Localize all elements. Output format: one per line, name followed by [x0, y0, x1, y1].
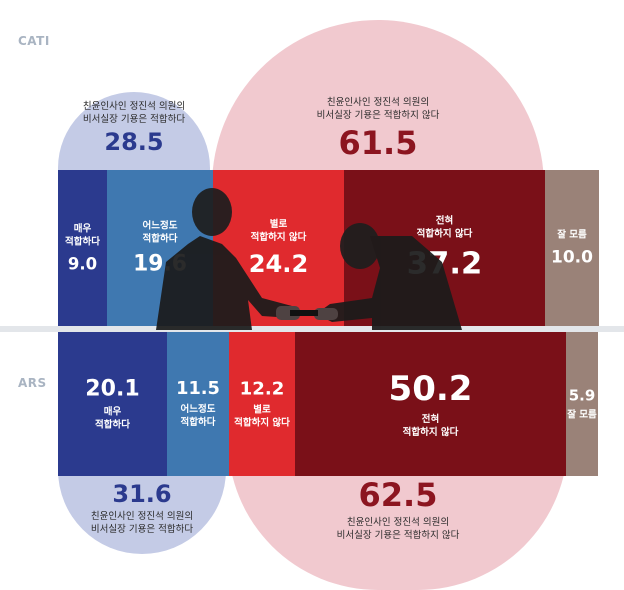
right-figure-silhouette — [314, 223, 462, 330]
ars-unsuitable-desc-l2: 비서실장 기용은 적합하지 않다 — [336, 530, 460, 541]
cati-label-somewhat-suitable: 어느정도 적합하다 — [142, 220, 178, 245]
ars-mode-label: ARS — [18, 376, 47, 390]
ars-suitable-desc-l2: 비서실장 기용은 적합하다 — [90, 524, 194, 535]
ars-unsuitable-desc-l1: 친윤인사인 정진석 의원의 — [346, 517, 450, 528]
ars-value-not-very-suitable: 12.2 — [239, 378, 285, 400]
mode-divider — [0, 326, 624, 332]
cati-suitable-desc-l2: 비서실장 기용은 적합하다 — [82, 114, 186, 125]
ars-unsuitable-total: 62.5 — [358, 476, 438, 514]
ars-label-not-very-suitable: 별로 적합하지 않다 — [234, 404, 290, 429]
cati-unsuitable-desc-l1: 친윤인사인 정진석 의원의 — [326, 97, 430, 108]
cati-bar-very-suitable: 매우 적합하다 9.0 — [58, 170, 107, 326]
envelope — [290, 310, 318, 316]
ars-bar-not-very-suitable: 12.2 별로 적합하지 않다 — [229, 332, 295, 476]
ars-label-somewhat-suitable: 어느정도 적합하다 — [180, 404, 216, 428]
ars-suitable-desc-l1: 친윤인사인 정진석 의원의 — [90, 511, 194, 522]
ars-label-dont-know: 잘 모름 — [567, 409, 597, 421]
cati-suitable-summary: 친윤인사인 정진석 의원의 비서실장 기용은 적합하다 28.5 — [58, 100, 210, 156]
cati-label-not-very-suitable: 별로 적합하지 않다 — [250, 219, 307, 243]
cati-mode-label: CATI — [18, 34, 50, 48]
ars-value-not-suitable-at-all: 50.2 — [388, 369, 473, 409]
ars-value-very-suitable: 20.1 — [85, 376, 140, 402]
cati-label-not-suitable-at-all: 전혀 적합하지 않다 — [416, 215, 473, 240]
ars-bar-dont-know: 5.9 잘 모름 — [566, 332, 598, 476]
ars-suitable-total: 31.6 — [112, 480, 172, 508]
ars-bar-very-suitable: 20.1 매우 적합하다 — [58, 332, 167, 476]
ars-unsuitable-summary: 62.5 친윤인사인 정진석 의원의 비서실장 기용은 적합하지 않다 — [228, 476, 568, 542]
cati-unsuitable-summary: 친윤인사인 정진석 의원의 비서실장 기용은 적합하지 않다 61.5 — [212, 96, 544, 162]
ars-bar-somewhat-suitable: 11.5 어느정도 적합하다 — [167, 332, 229, 476]
cati-unsuitable-total: 61.5 — [338, 124, 418, 162]
ars-label-very-suitable: 매우 적합하다 — [95, 406, 130, 431]
ars-value-somewhat-suitable: 11.5 — [176, 379, 220, 399]
cati-label-very-suitable: 매우 적합하다 — [65, 223, 100, 248]
cati-unsuitable-desc-l2: 비서실장 기용은 적합하지 않다 — [316, 110, 440, 121]
cati-value-very-suitable: 9.0 — [67, 254, 98, 274]
cati-bar-dont-know: 잘 모름 10.0 — [545, 170, 599, 326]
cati-value-dont-know: 10.0 — [551, 247, 593, 268]
ars-value-dont-know: 5.9 — [568, 386, 596, 405]
ars-bar-not-suitable-at-all: 50.2 전혀 적합하지 않다 — [295, 332, 566, 476]
ars-suitable-summary: 31.6 친윤인사인 정진석 의원의 비서실장 기용은 적합하다 — [58, 480, 226, 536]
cati-label-dont-know: 잘 모름 — [557, 229, 587, 241]
ars-label-not-suitable-at-all: 전혀 적합하지 않다 — [402, 414, 459, 438]
cati-suitable-desc-l1: 친윤인사인 정진석 의원의 — [82, 101, 186, 112]
cati-value-not-very-suitable: 24.2 — [248, 250, 309, 278]
cati-suitable-total: 28.5 — [104, 128, 164, 156]
left-figure-silhouette — [156, 188, 300, 330]
